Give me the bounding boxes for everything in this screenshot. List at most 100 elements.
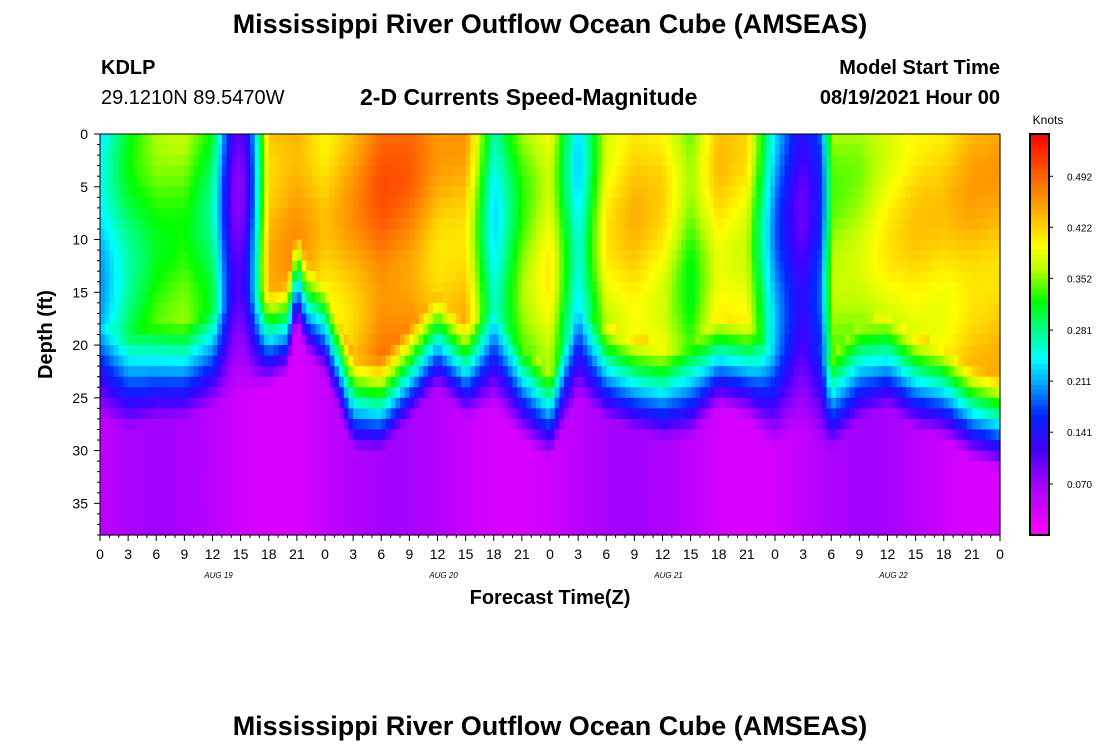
heatmap-cell [114, 323, 120, 336]
heatmap-cell [564, 366, 570, 378]
heatmap-cell [114, 492, 120, 504]
heatmap-cell [489, 482, 495, 494]
heatmap-cell [503, 450, 509, 462]
heatmap-cell [700, 408, 706, 420]
heatmap-cell [479, 302, 485, 314]
heatmap-cell [146, 366, 153, 378]
heatmap-cell [301, 239, 307, 251]
heatmap-cell [671, 239, 678, 251]
heatmap-cell [123, 292, 129, 304]
heatmap-cell [381, 376, 387, 388]
heatmap-cell [278, 239, 284, 251]
heatmap-cell [582, 345, 589, 357]
heatmap-cell [306, 408, 312, 420]
heatmap-cell [235, 471, 242, 483]
heatmap-cell [709, 134, 715, 146]
heatmap-cell [451, 218, 457, 230]
heatmap-cell [400, 482, 406, 494]
heatmap-cell [334, 461, 340, 473]
heatmap-cell [442, 408, 448, 420]
heatmap-cell [226, 408, 232, 420]
heatmap-cell [109, 250, 115, 262]
heatmap-cell [306, 207, 312, 220]
heatmap-cell [418, 376, 425, 388]
heatmap-cell [100, 281, 106, 293]
heatmap-cell [460, 524, 467, 536]
heatmap-cell [592, 524, 598, 536]
heatmap-cell [268, 397, 275, 409]
heatmap-cell [503, 355, 509, 367]
heatmap-cell [212, 281, 218, 293]
heatmap-cell [596, 292, 603, 304]
heatmap-cell [470, 450, 476, 462]
heatmap-cell [109, 513, 115, 526]
heatmap-cell [582, 334, 589, 346]
heatmap-cell [568, 429, 575, 441]
heatmap-cell [667, 429, 673, 441]
heatmap-cell [240, 176, 246, 188]
heatmap-cell [240, 387, 246, 399]
heatmap-cell [273, 302, 279, 314]
heatmap-cell [517, 503, 523, 515]
heatmap-cell [709, 323, 715, 336]
heatmap-cell [442, 155, 448, 167]
heatmap-cell [695, 260, 701, 272]
heatmap-cell [175, 524, 181, 536]
heatmap-cell [578, 503, 584, 515]
heatmap-cell [235, 492, 242, 504]
heatmap-cell [151, 524, 157, 536]
heatmap-cell [306, 155, 312, 167]
heatmap-cell [128, 355, 134, 367]
heatmap-cell [142, 366, 148, 378]
heatmap-cell [629, 250, 635, 262]
heatmap-cell [667, 492, 673, 504]
heatmap-cell [521, 450, 528, 462]
heatmap-cell [296, 397, 303, 409]
heatmap-cell [329, 503, 335, 515]
heatmap-cell [315, 239, 321, 251]
heatmap-cell [385, 155, 392, 167]
heatmap-cell [146, 176, 153, 188]
heatmap-cell [582, 524, 589, 536]
heatmap-cell [240, 260, 246, 272]
heatmap-cell [592, 228, 598, 241]
heatmap-cell [282, 492, 289, 504]
heatmap-cell [381, 492, 387, 504]
heatmap-cell [128, 281, 134, 293]
heatmap-cell [385, 471, 392, 483]
heatmap-cell [428, 524, 434, 536]
heatmap-cell [207, 334, 214, 346]
heatmap-cell [446, 197, 453, 209]
heatmap-cell [367, 440, 373, 452]
heatmap-cell [507, 418, 514, 431]
heatmap-cell [540, 418, 546, 431]
heatmap-cell [226, 197, 232, 209]
heatmap-cell [235, 366, 242, 378]
heatmap-cell [114, 387, 120, 399]
heatmap-cell [165, 408, 171, 420]
heatmap-cell [292, 408, 298, 420]
heatmap-cell [179, 334, 185, 346]
heatmap-cell [639, 440, 645, 452]
heatmap-cell [615, 513, 621, 526]
heatmap-cell [212, 260, 218, 272]
heatmap-cell [203, 397, 209, 409]
heatmap-cell [306, 492, 312, 504]
heatmap-cell [109, 492, 115, 504]
heatmap-cell [212, 482, 218, 494]
heatmap-cell [240, 228, 246, 241]
heatmap-cell [231, 408, 237, 420]
heatmap-cell [198, 260, 204, 272]
heatmap-cell [554, 503, 560, 515]
heatmap-cell [334, 186, 340, 198]
heatmap-cell [587, 503, 593, 515]
heatmap-cell [634, 302, 640, 314]
heatmap-cell [479, 271, 485, 283]
heatmap-cell [245, 492, 251, 504]
heatmap-cell [193, 271, 200, 283]
heatmap-cell [385, 323, 392, 336]
heatmap-cell [695, 134, 701, 146]
heatmap-cell [292, 218, 298, 230]
heatmap-cell [259, 218, 265, 230]
heatmap-cell [540, 387, 546, 399]
